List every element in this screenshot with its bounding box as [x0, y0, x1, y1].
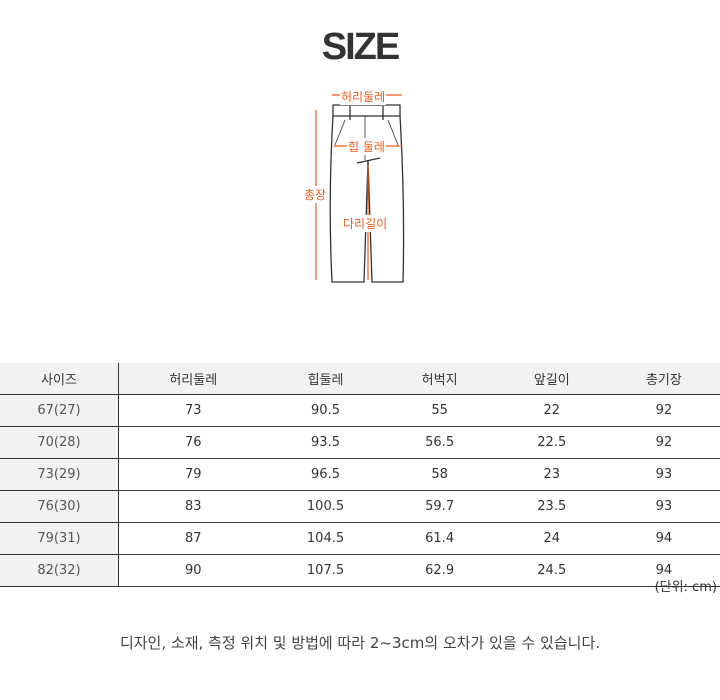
- table-cell: 96.5: [267, 458, 384, 491]
- table-row: 73(29) 79 96.5 58 23 93: [0, 458, 720, 491]
- table-cell: 93.5: [267, 426, 384, 459]
- table-cell: 24: [495, 522, 608, 555]
- table-cell: 58: [383, 458, 496, 491]
- table-cell: 23: [495, 458, 608, 491]
- pants-illustration: [315, 94, 405, 283]
- table-cell: 83: [118, 490, 268, 523]
- table-cell: 67(27): [0, 394, 119, 427]
- disclaimer-note: 디자인, 소재, 측정 위치 및 방법에 따라 2~3cm의 오차가 있을 수 …: [119, 634, 601, 652]
- hip-label: 힙 둘레: [347, 138, 386, 155]
- table-cell: 100.5: [267, 490, 384, 523]
- table-cell: 70(28): [0, 426, 119, 459]
- table-cell: 94: [607, 522, 720, 555]
- inseam-label: 다리길이: [342, 215, 389, 232]
- table-row: 79(31) 87 104.5 61.4 24 94: [0, 522, 720, 555]
- header-waist: 허리둘레: [118, 363, 268, 395]
- table-cell: 94: [607, 554, 720, 587]
- total-length-label: 총장: [303, 186, 328, 203]
- table-cell: 24.5: [495, 554, 608, 587]
- table-cell: 87: [118, 522, 268, 555]
- table-cell: 82(32): [0, 554, 119, 587]
- table-cell: 23.5: [495, 490, 608, 523]
- header-thigh: 허벅지: [383, 363, 496, 395]
- table-cell: 92: [607, 394, 720, 427]
- unit-label: (단위: cm): [654, 580, 717, 595]
- table-cell: 22: [495, 394, 608, 427]
- header-total-length: 총기장: [607, 363, 720, 395]
- size-table: 사이즈 허리둘레 힙둘레 허벅지 앞길이 총기장 67(27) 73 90.5 55 2…: [0, 363, 720, 587]
- table-cell: 61.4: [383, 522, 496, 555]
- table-cell: 56.5: [383, 426, 496, 459]
- table-cell: 90.5: [267, 394, 384, 427]
- table-cell: 107.5: [267, 554, 384, 587]
- table-row: 82(32) 90 107.5 62.9 24.5 94: [0, 554, 720, 587]
- table-header-row: 사이즈 허리둘레 힙둘레 허벅지 앞길이 총기장: [0, 363, 720, 395]
- table-cell: 76: [118, 426, 268, 459]
- table-cell: 73: [118, 394, 268, 427]
- table-row: 67(27) 73 90.5 55 22 92: [0, 394, 720, 427]
- table-cell: 55: [383, 394, 496, 427]
- page-title: SIZE: [321, 26, 400, 68]
- pants-diagram: 허리둘레 힙 둘레 총장 다리길이: [290, 80, 430, 290]
- table-row: 76(30) 83 100.5 59.7 23.5 93: [0, 490, 720, 523]
- table-row: 70(28) 76 93.5 56.5 22.5 92: [0, 426, 720, 459]
- header-front-rise: 앞길이: [495, 363, 608, 395]
- table-cell: 79: [118, 458, 268, 491]
- table-cell: 73(29): [0, 458, 119, 491]
- table-cell: 90: [118, 554, 268, 587]
- table-cell: 59.7: [383, 490, 496, 523]
- table-cell: 104.5: [267, 522, 384, 555]
- table-cell: 62.9: [383, 554, 496, 587]
- table-cell: 92: [607, 426, 720, 459]
- waist-label: 허리둘레: [340, 88, 387, 105]
- header-size: 사이즈: [0, 363, 119, 395]
- header-hip: 힙둘레: [267, 363, 384, 395]
- table-cell: 93: [607, 458, 720, 491]
- table-cell: 93: [607, 490, 720, 523]
- table-cell: 76(30): [0, 490, 119, 523]
- table-cell: 22.5: [495, 426, 608, 459]
- table-cell: 79(31): [0, 522, 119, 555]
